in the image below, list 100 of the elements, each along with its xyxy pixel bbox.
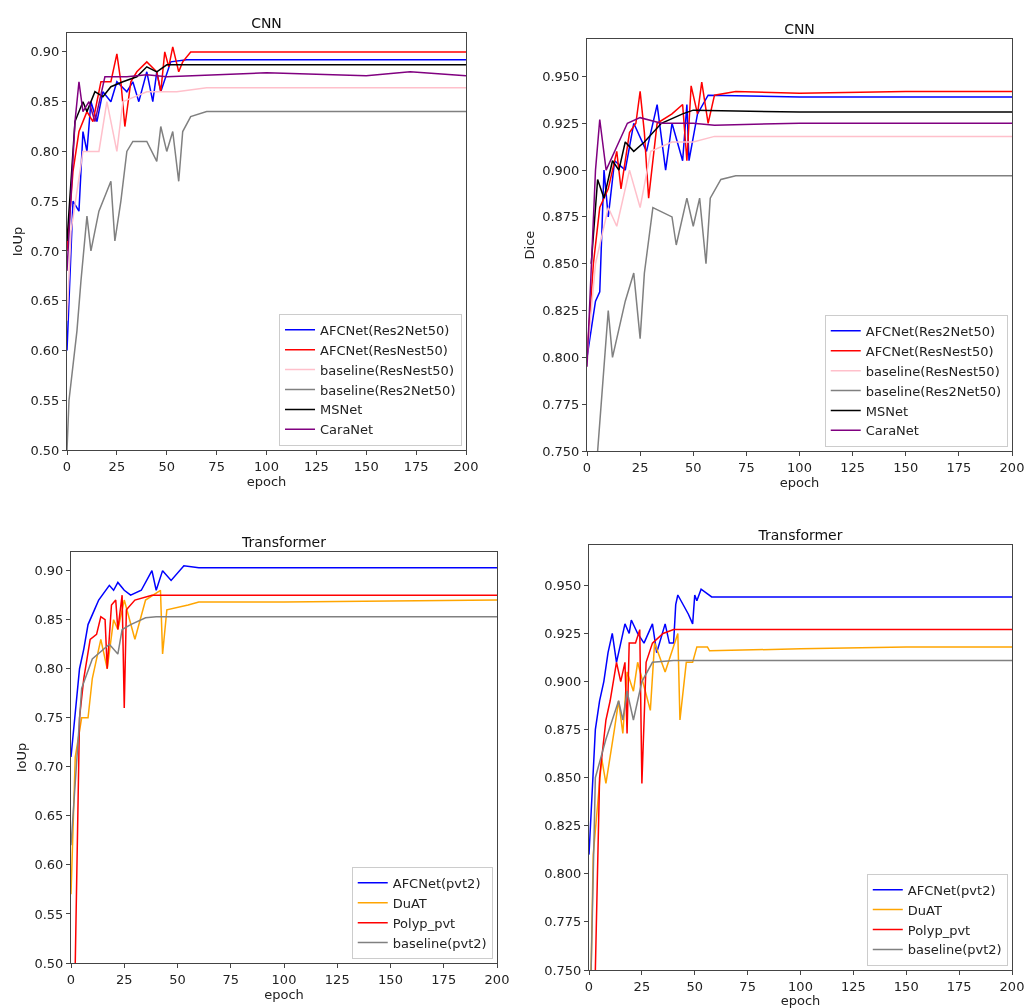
legend-label: CaraNet [865,423,919,439]
x-tick-label: 0 [584,978,594,994]
x-tick-label: 100 [271,971,297,987]
x-tick-label: 150 [378,971,403,987]
y-tick-label: 0.70 [34,759,64,775]
y-tick-label: 0.875 [544,722,582,738]
y-tick-label: 0.800 [542,349,580,365]
x-tick-label: 25 [108,458,126,474]
x-tick-label: 75 [738,459,755,475]
chart-title: CNN [784,21,815,37]
y-tick-label: 0.900 [542,162,580,178]
x-tick-label: 25 [115,971,133,987]
legend-label: MSNet [865,403,909,419]
x-tick-label: 75 [222,971,240,987]
legend-label: AFCNet(pvt2) [907,882,996,898]
x-tick-label: 0 [582,459,592,475]
x-tick-label: 200 [999,978,1025,994]
x-tick-label: 125 [840,459,866,475]
y-tick-label: 0.800 [544,866,582,882]
y-tick-label: 0.90 [30,44,60,60]
line-series [71,564,497,758]
x-tick-label: 75 [208,458,225,474]
x-tick-label: 175 [946,459,972,475]
y-tick-label: 0.925 [542,115,580,131]
x-tick-label: 100 [788,978,813,994]
line-series [74,594,497,963]
x-tick-label: 175 [431,971,457,987]
line-series [596,174,1012,451]
line-series [67,86,466,322]
legend-label: Polyp_pvt [907,922,971,938]
x-axis-title: epoch [780,993,821,1008]
chart-title: Transformer [240,534,327,550]
line-series [67,110,466,450]
y-axis-title: IoUp [10,226,26,257]
x-tick-label: 125 [303,458,329,474]
y-tick-label: 0.70 [30,243,60,259]
y-tick-label: 0.900 [544,674,582,690]
legend-label: AFCNet(ResNest50) [320,342,448,358]
legend-label: DuAT [907,902,942,918]
legend-label: AFCNet(Res2Net50) [320,322,450,338]
y-tick-label: 0.850 [542,256,580,272]
x-tick-label: 50 [686,978,704,994]
x-axis-title: epoch [779,475,820,491]
y-tick-label: 0.775 [544,914,582,930]
x-tick-label: 75 [739,978,756,994]
y-tick-label: 0.825 [542,303,580,319]
x-tick-label: 25 [633,978,651,994]
y-tick-label: 0.55 [30,392,60,408]
legend-label: Polyp_pvt [392,915,456,931]
legend-label: CaraNet [320,422,374,438]
x-axis-title: epoch [246,474,287,490]
y-tick-label: 0.850 [544,770,582,786]
y-tick-label: 0.75 [34,710,64,726]
legend-label: baseline(ResNest50) [865,363,1000,379]
y-tick-label: 0.55 [34,906,64,922]
x-tick-label: 125 [324,971,350,987]
line-series [67,71,466,272]
line-series [71,615,497,847]
chart-title: CNN [251,15,282,31]
legend-label: baseline(ResNest50) [320,362,454,378]
x-tick-label: 150 [893,978,919,994]
y-tick-label: 0.50 [34,955,64,971]
y-tick-label: 0.90 [34,563,64,579]
legend-label: baseline(pvt2) [392,935,487,951]
x-tick-label: 50 [169,971,186,987]
line-series [589,588,1012,856]
y-tick-label: 0.875 [542,209,580,225]
y-axis-title: IoUp [14,742,30,773]
line-series [71,589,497,896]
y-tick-label: 0.950 [544,577,582,593]
x-tick-label: 100 [254,458,279,474]
legend-label: baseline(Res2Net50) [320,382,456,398]
x-tick-label: 175 [946,978,972,994]
x-tick-label: 0 [66,971,76,987]
y-tick-label: 0.60 [34,857,64,873]
x-tick-label: 150 [893,459,919,475]
legend-label: AFCNet(ResNest50) [865,343,994,359]
x-tick-label: 150 [353,458,379,474]
legend-label: AFCNet(pvt2) [392,875,481,891]
x-tick-label: 25 [631,459,649,475]
legend-label: MSNet [320,402,363,418]
y-tick-label: 0.85 [34,612,64,628]
y-tick-label: 0.950 [542,69,580,84]
x-tick-label: 125 [840,978,866,994]
y-axis-title: Dice [522,230,538,260]
x-tick-label: 100 [787,459,812,475]
y-tick-label: 0.925 [544,626,582,642]
y-tick-label: 0.60 [30,343,60,359]
legend-label: AFCNet(Res2Net50) [865,323,996,339]
x-tick-label: 175 [403,458,429,474]
y-tick-label: 0.85 [30,94,60,110]
chart-title: Transformer [757,527,843,543]
y-tick-label: 0.65 [34,808,64,824]
y-tick-label: 0.65 [30,293,60,309]
x-axis-title: epoch [264,987,304,1003]
x-tick-label: 50 [684,459,702,475]
y-tick-label: 0.80 [30,143,60,159]
y-tick-label: 0.50 [30,442,60,458]
legend-label: DuAT [392,895,427,911]
y-tick-label: 0.825 [544,818,582,834]
